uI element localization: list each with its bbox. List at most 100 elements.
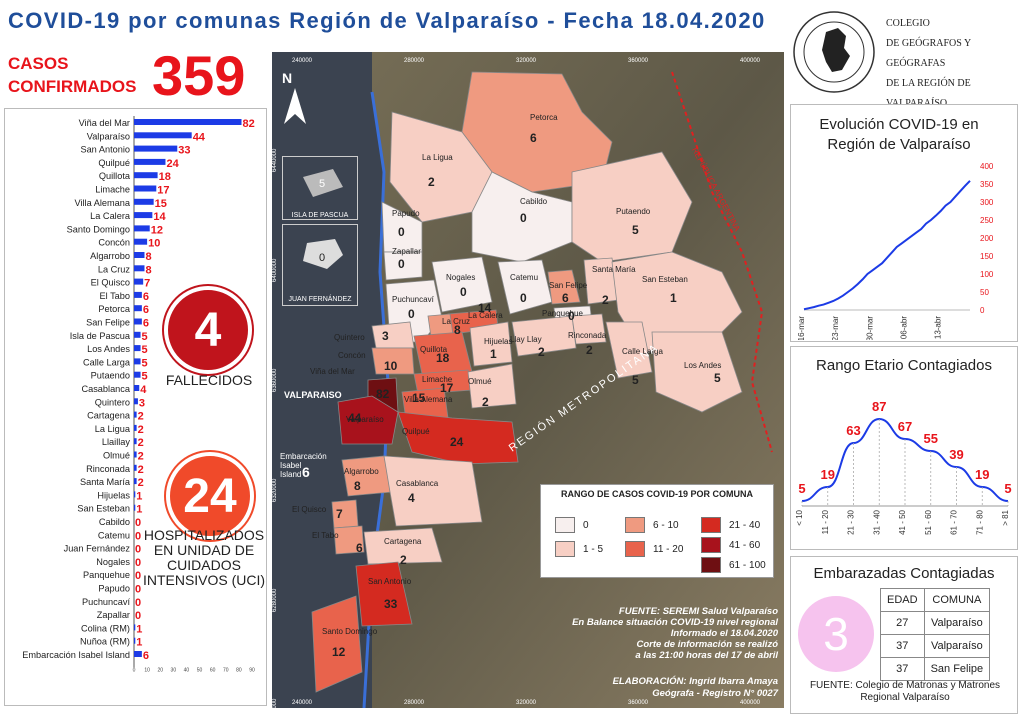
legend-swatch — [701, 557, 721, 573]
bar-category-label: Calle Larga — [83, 357, 131, 367]
map-x-tick: 400000 — [740, 700, 761, 706]
commune-value: 44 — [348, 411, 362, 425]
bar — [134, 119, 242, 125]
legend-swatch — [555, 541, 575, 557]
commune-name: La Calera — [468, 311, 503, 320]
juan-fernandez-label: JUAN FERNÁNDEZ — [288, 296, 352, 303]
bar-value-label: 0 — [135, 584, 141, 596]
bar-value-label: 17 — [157, 185, 169, 197]
map-legend: RANGO DE CASOS COVID-19 POR COMUNA 0 1 - … — [540, 484, 774, 578]
evolution-x-tick: 23-mar — [831, 316, 840, 340]
college-seal-logo — [793, 11, 875, 93]
bar — [134, 358, 141, 365]
bar-value-label: 0 — [135, 570, 141, 582]
legend-swatch — [625, 517, 645, 533]
evolution-x-tick: 30-mar — [865, 316, 874, 340]
bar — [134, 145, 178, 152]
bar — [134, 331, 141, 338]
age-cell: 37 — [880, 657, 925, 681]
bar-category-label: Valparaíso — [87, 131, 130, 141]
commune-name: Viña del Mar — [310, 367, 355, 376]
map-y-tick: 6440000 — [272, 148, 278, 172]
commune-value: 12 — [332, 645, 346, 659]
map-x-tick: 400000 — [740, 58, 761, 64]
bar-category-label: Algarrobo — [90, 251, 130, 261]
bar-value-label: 1 — [136, 504, 142, 516]
map-source: FUENTE: SEREMI Salud Valparaíso En Balan… — [572, 606, 778, 661]
commune-region — [341, 455, 393, 497]
commune-name: Santa María — [592, 265, 636, 274]
age-value-label: 39 — [949, 447, 963, 462]
bar-value-label: 5 — [142, 344, 148, 356]
age-value-label: 87 — [872, 399, 886, 414]
bar-category-label: Quillota — [99, 171, 131, 181]
commune-name: Algarrobo — [344, 467, 379, 476]
north-label: N — [282, 70, 293, 86]
commune-value: 10 — [384, 359, 398, 373]
age-category-label: > 81 — [1001, 509, 1010, 525]
commune-value: 6 — [562, 291, 569, 305]
commune-value: 0 — [568, 309, 575, 323]
commune-region — [397, 411, 519, 465]
juan-fernandez-inset: 0 JUAN FERNÁNDEZ — [282, 224, 358, 306]
bar-category-label: Nuñoa (RM) — [80, 637, 130, 647]
bar — [134, 265, 145, 272]
bar-value-label: 2 — [138, 477, 144, 489]
commune-region — [547, 269, 581, 305]
bar-category-label: Papudo — [98, 584, 130, 594]
map-x-tick: 320000 — [516, 700, 537, 706]
commune-value: 0 — [520, 291, 527, 305]
commune-name: Panquehue — [542, 309, 583, 318]
bar — [134, 345, 141, 352]
commune-name: Olmué — [468, 377, 492, 386]
bar-value-label: 12 — [151, 224, 163, 236]
commune-value: 17 — [440, 381, 454, 395]
bar-value-label: 15 — [155, 198, 167, 210]
map-x-tick: 240000 — [292, 58, 313, 64]
easter-island-inset: 5 ISLA DE PASCUA — [282, 156, 358, 220]
bar-category-label: El Quisco — [91, 278, 130, 288]
bar — [134, 225, 150, 232]
legend-item: 6 - 10 — [625, 517, 679, 533]
commune-region — [571, 313, 607, 345]
commune-region — [311, 595, 363, 693]
commune-name: Cartagena — [384, 537, 422, 546]
commune-name: San Felipe — [549, 281, 588, 290]
evolution-x-tick: 13-abr — [934, 316, 943, 339]
bar-category-label: Catemu — [98, 530, 130, 540]
deaths-circle: 4 — [164, 286, 252, 374]
commune-value: 6 — [356, 541, 363, 555]
bar-category-label: Putaendo — [91, 371, 130, 381]
bar — [134, 212, 153, 219]
bar-category-label: Juan Fernández — [64, 544, 131, 554]
bar-value-label: 1 — [136, 637, 142, 649]
age-value-label: 67 — [898, 419, 912, 434]
pregnant-circle: 3 — [798, 596, 874, 672]
bar-value-label: 7 — [144, 278, 150, 290]
commune-value: 24 — [450, 435, 464, 449]
bar — [134, 464, 137, 471]
commune-value: 5 — [632, 373, 639, 387]
bar-category-label: Los Andes — [87, 344, 130, 354]
evolution-y-tick: 250 — [980, 216, 994, 225]
legend-item: 11 - 20 — [625, 541, 683, 557]
bar — [134, 451, 137, 458]
bar-category-label: Llaillay — [102, 437, 130, 447]
commune-name: Llay Llay — [510, 335, 542, 344]
map-y-tick: 6240000 — [272, 698, 278, 708]
commune-name: Rinconada — [568, 331, 607, 340]
bar-category-label: Quintero — [95, 397, 130, 407]
bar-value-label: 0 — [135, 557, 141, 569]
cases-label: CASOS CONFIRMADOS — [8, 54, 137, 96]
evolution-x-tick: 06-abr — [900, 316, 909, 339]
commune-value: 2 — [586, 343, 593, 357]
age-value-label: 5 — [1004, 481, 1011, 496]
bar-value-label: 8 — [145, 264, 151, 276]
bar-category-label: La Cruz — [98, 264, 131, 274]
bar-x-tick: 60 — [210, 667, 216, 673]
bar — [134, 278, 144, 285]
icu-circle: 24 — [166, 452, 254, 540]
age-curve — [801, 417, 1009, 502]
bar-value-label: 5 — [142, 331, 148, 343]
evolution-y-tick: 100 — [980, 270, 994, 279]
